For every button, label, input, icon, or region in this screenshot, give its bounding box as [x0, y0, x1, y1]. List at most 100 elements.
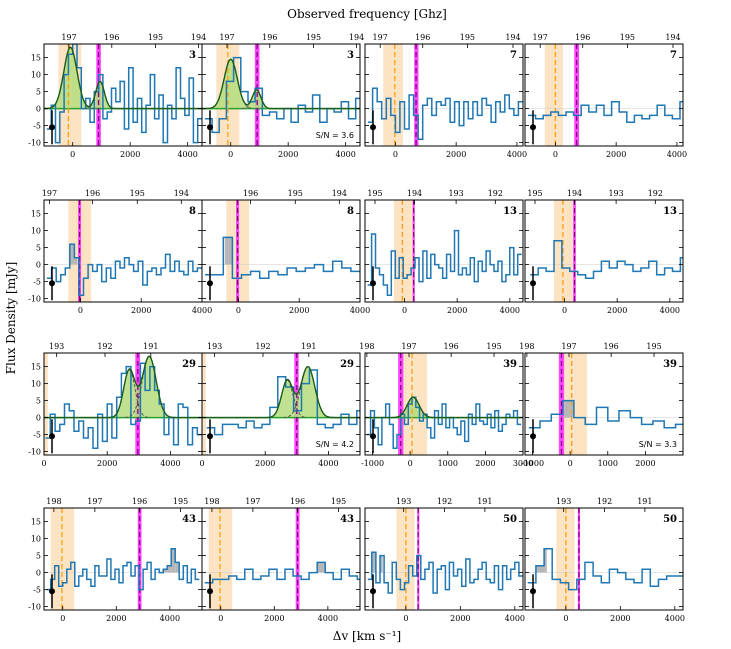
fit-line	[44, 46, 202, 110]
y-axis-title: Flux Density [mJy]	[4, 262, 18, 375]
top-tick-label: 195	[148, 33, 163, 42]
top-tick-label: 194	[505, 33, 520, 42]
panel-label: 39	[663, 359, 677, 370]
top-tick-label: 191	[477, 497, 492, 506]
excess-fill	[167, 565, 172, 573]
x-tick-label: 4000	[192, 306, 212, 315]
excess-fill	[535, 565, 545, 573]
top-tick-label: 197	[373, 33, 388, 42]
top-tick-label: 197	[561, 342, 576, 351]
spectrum-line	[204, 561, 360, 584]
top-tick-label: 194	[174, 189, 189, 198]
top-tick-label: 193	[49, 342, 64, 351]
panel-label: 43	[182, 514, 196, 525]
y-tick-label: -5	[33, 122, 41, 131]
fit-line	[202, 365, 360, 419]
x-tick-label: 0	[553, 150, 558, 159]
x-tick-label: -1000	[521, 459, 544, 468]
noise-errorbar-marker	[530, 280, 536, 287]
spectrum-line	[205, 236, 360, 279]
fit-fill	[44, 47, 202, 109]
x-tick-label: 4000	[660, 306, 680, 315]
top-tick-label: 198	[46, 497, 61, 506]
panel-label: 8	[347, 206, 354, 217]
spectrum-line	[530, 240, 683, 279]
top-tick-label: 192	[597, 497, 612, 506]
y-tick-label: 15	[31, 518, 41, 527]
panel-label: 50	[663, 514, 677, 525]
x-tick-label: 0	[60, 614, 65, 623]
y-tick-label: 5	[36, 244, 41, 253]
top-tick-label: 195	[460, 33, 475, 42]
x-tick-label: 4000	[177, 150, 197, 159]
excess-fill	[69, 244, 75, 265]
top-tick-label: 195	[173, 497, 188, 506]
top-tick-label: 194	[191, 33, 206, 42]
x-tick-label: 0	[568, 459, 573, 468]
spectrum-line	[367, 229, 522, 296]
panel-p3a: -10 -5 0 5 10 15 0 2000 4000 197 196 195 194 3	[28, 33, 206, 159]
x-tick-label: 0	[393, 150, 398, 159]
fit-fill	[365, 397, 523, 418]
panel-plot-area	[525, 508, 683, 610]
panel-plot-area	[525, 44, 683, 146]
panel-frame	[364, 43, 524, 147]
spectrum-line	[367, 551, 523, 594]
y-tick-label: 10	[31, 71, 41, 80]
y-tick-label: 10	[31, 380, 41, 389]
excess-fill	[74, 257, 78, 265]
noise-errorbar-marker	[530, 433, 536, 440]
x-tick-label: 2000	[606, 150, 626, 159]
x-tick-label: 0	[236, 306, 241, 315]
panel-label: 29	[182, 359, 196, 370]
x-tick-label: 4000	[160, 459, 180, 468]
x-tick-label: 2000	[289, 306, 309, 315]
top-tick-label: 196	[415, 33, 430, 42]
spectrum-line	[46, 44, 202, 144]
x-tick-label: 4000	[500, 306, 520, 315]
top-tick-label: 195	[527, 189, 542, 198]
x-tick-label: 2000	[131, 306, 151, 315]
orange-band	[44, 353, 48, 455]
top-axis-title: Observed frequency [Ghz]	[287, 7, 447, 21]
x-tick-label: 2000	[450, 614, 470, 623]
top-tick-label: 195	[620, 33, 635, 42]
x-tick-label: 4000	[667, 150, 687, 159]
y-tick-label: -10	[28, 139, 41, 148]
panel-label: 39	[503, 359, 517, 370]
top-tick-label: 197	[245, 497, 260, 506]
fit-fill	[202, 366, 360, 418]
top-tick-label: 194	[349, 33, 364, 42]
fit-line	[202, 58, 360, 110]
panel-plot-area	[44, 353, 202, 455]
fit-line	[365, 396, 523, 419]
x-tick-label: 0	[70, 150, 75, 159]
panel-label: 43	[340, 514, 354, 525]
y-tick-label: 5	[36, 552, 41, 561]
y-tick-label: 0	[36, 105, 41, 114]
x-tick-label: 0	[218, 614, 223, 623]
panel-frame	[524, 43, 684, 147]
top-tick-label: 193	[448, 189, 463, 198]
x-tick-label: 0	[563, 614, 568, 623]
top-tick-label: 193	[207, 342, 222, 351]
excess-fill	[224, 237, 233, 265]
top-tick-label: 196	[604, 342, 619, 351]
top-tick-label: 195	[130, 189, 145, 198]
x-tick-label: 4000	[350, 306, 370, 315]
excess-fill	[371, 552, 376, 573]
panel-label: 8	[189, 206, 196, 217]
noise-errorbar-marker	[49, 124, 55, 131]
panel-frame	[43, 199, 203, 303]
panel-frame	[524, 352, 684, 456]
panel-plot-area	[202, 44, 360, 146]
top-tick-label: 193	[396, 497, 411, 506]
panel-frame	[201, 43, 361, 147]
x-tick-label: 4000	[335, 150, 355, 159]
panel-p7a: 0 2000 4000 197 196 195 194 7	[364, 33, 527, 159]
y-tick-label: -10	[28, 603, 41, 612]
y-tick-label: 0	[36, 414, 41, 423]
top-tick-label: 196	[132, 497, 147, 506]
